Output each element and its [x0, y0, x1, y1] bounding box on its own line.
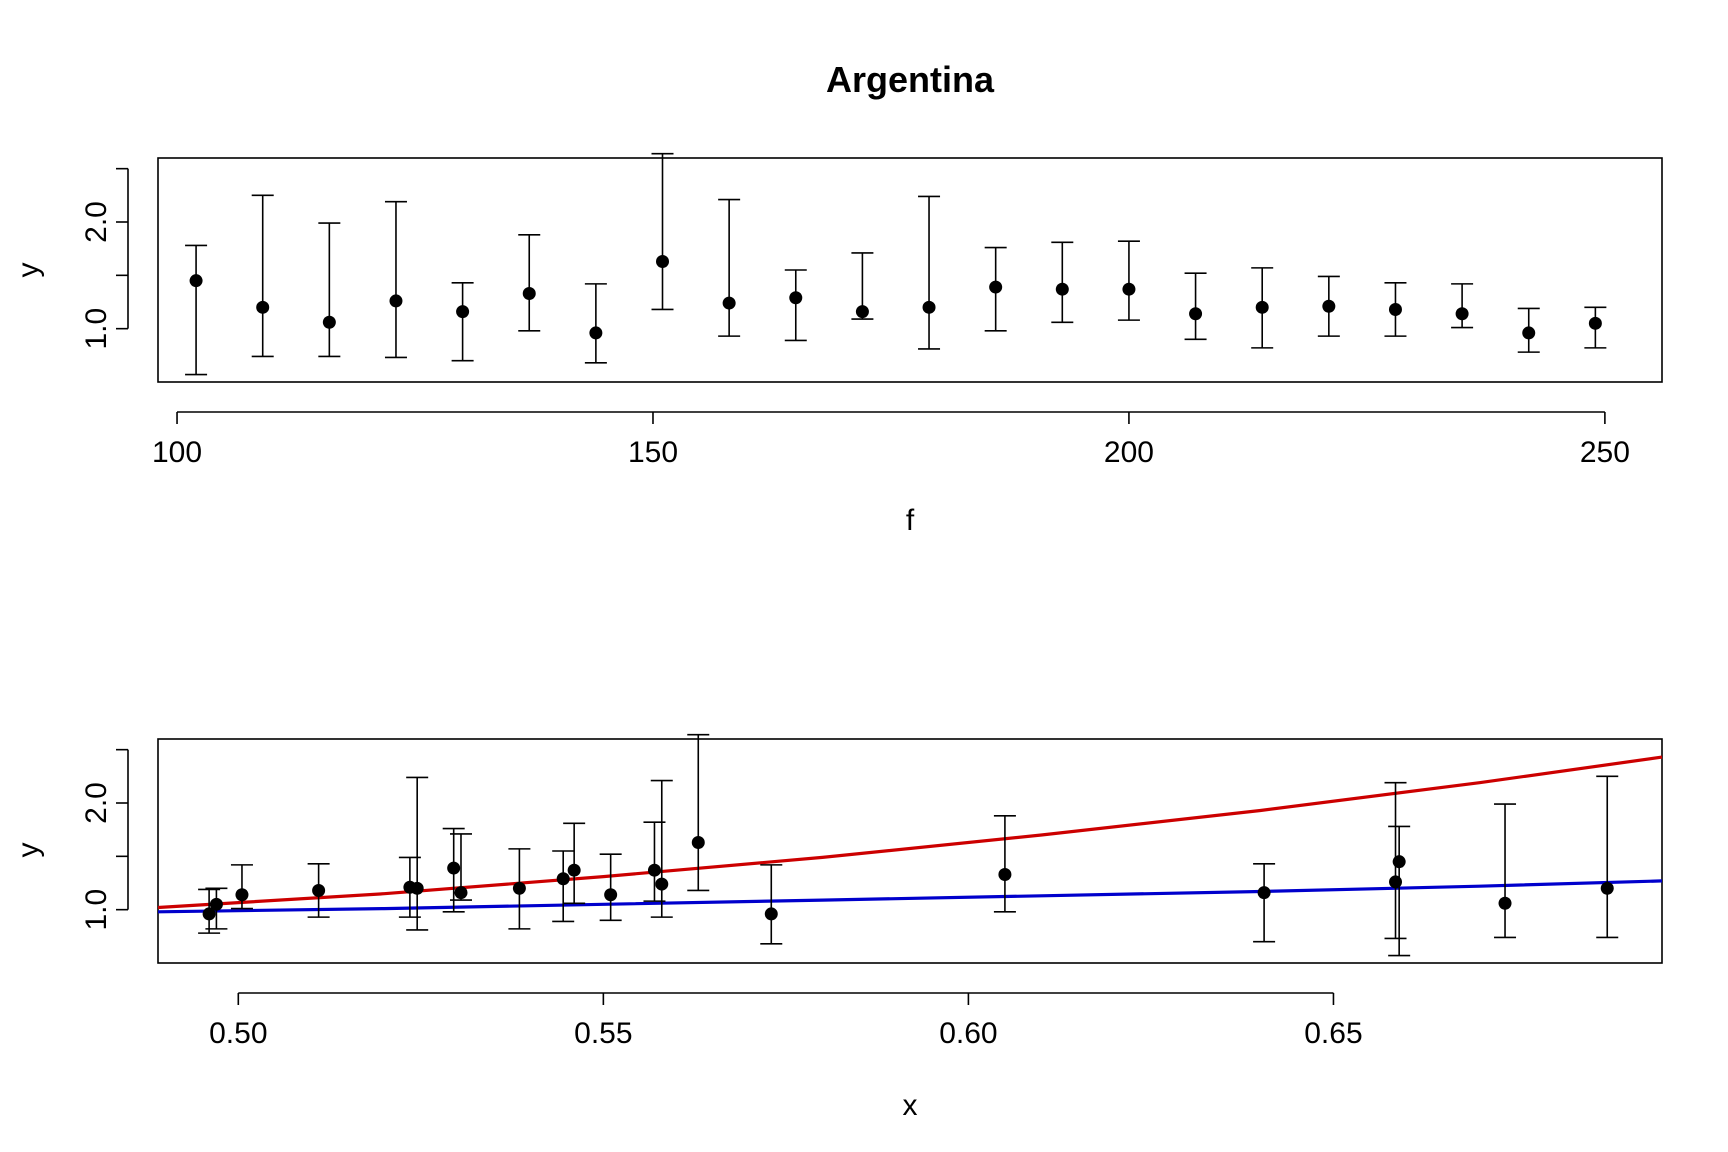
data-point: [256, 300, 270, 314]
top-axes: 100 150 200 250 1.0 2.0: [80, 167, 1630, 469]
bottom-y-axis-label: y: [12, 843, 45, 858]
top-x-tick-label: 150: [628, 436, 678, 469]
data-point: [855, 305, 869, 319]
data-point: [447, 861, 461, 875]
data-point: [1389, 875, 1403, 889]
top-x-tick-label: 250: [1580, 436, 1630, 469]
top-x-tick-label: 100: [152, 436, 202, 469]
data-point: [1600, 881, 1614, 895]
bottom-panel: 0.50 0.55 0.60 0.65 1.0 2.0 x y: [12, 733, 1663, 1122]
data-point: [655, 877, 669, 891]
data-point: [647, 863, 661, 877]
top-y-tick-label: 2.0: [80, 201, 113, 243]
bottom-fit-lines: [157, 755, 1663, 914]
data-point: [789, 291, 803, 305]
data-point: [1257, 886, 1271, 900]
bottom-error-bars: [198, 733, 1619, 957]
data-point: [922, 300, 936, 314]
data-point: [456, 305, 470, 319]
data-point: [1498, 896, 1512, 910]
data-point: [1392, 855, 1406, 869]
data-point: [556, 872, 570, 886]
chart-title: Argentina: [826, 59, 995, 100]
data-point: [389, 294, 403, 308]
top-y-axis-label: y: [12, 263, 45, 278]
data-point: [1189, 307, 1203, 321]
data-point: [1522, 326, 1536, 340]
data-point: [1455, 307, 1469, 321]
top-error-bars: [185, 152, 1607, 376]
top-y-tick-label: 1.0: [80, 308, 113, 350]
data-point: [209, 897, 223, 911]
bottom-fit-line-1: [157, 755, 1663, 910]
data-point: [1255, 300, 1269, 314]
data-point: [567, 863, 581, 877]
data-point: [1055, 282, 1069, 296]
top-x-tick-label: 200: [1104, 436, 1154, 469]
data-point: [1122, 282, 1136, 296]
bottom-x-tick-label: 0.50: [209, 1017, 267, 1050]
data-point: [989, 280, 1003, 294]
data-point: [1388, 302, 1402, 316]
data-point: [998, 867, 1012, 881]
bottom-x-tick-label: 0.65: [1304, 1017, 1362, 1050]
data-point: [691, 835, 705, 849]
data-point: [764, 907, 778, 921]
bottom-y-tick-label: 2.0: [80, 782, 113, 824]
data-point: [604, 888, 618, 902]
data-point: [235, 888, 249, 902]
data-point: [1322, 299, 1336, 313]
data-point: [722, 296, 736, 310]
bottom-x-tick-label: 0.60: [939, 1017, 997, 1050]
top-x-axis-label: f: [906, 504, 915, 537]
data-point: [589, 326, 603, 340]
top-panel: 100 150 200 250 1.0 2.0 f y: [12, 152, 1663, 537]
top-points: [189, 254, 1602, 340]
data-point: [312, 883, 326, 897]
data-point: [1588, 316, 1602, 330]
data-point: [522, 286, 536, 300]
bottom-x-tick-label: 0.55: [574, 1017, 632, 1050]
bottom-y-tick-label: 1.0: [80, 889, 113, 931]
bottom-x-axis-label: x: [903, 1089, 918, 1122]
bottom-fit-line-2: [157, 879, 1663, 914]
data-point: [512, 881, 526, 895]
top-plot-frame: [157, 157, 1663, 383]
data-point: [202, 907, 216, 921]
data-point: [454, 886, 468, 900]
data-point: [410, 881, 424, 895]
data-point: [322, 315, 336, 329]
data-point: [189, 274, 203, 288]
bottom-points: [202, 835, 1614, 921]
bottom-plot-frame: [157, 738, 1663, 964]
data-point: [656, 254, 670, 268]
bottom-axes: 0.50 0.55 0.60 0.65 1.0 2.0: [80, 748, 1363, 1050]
